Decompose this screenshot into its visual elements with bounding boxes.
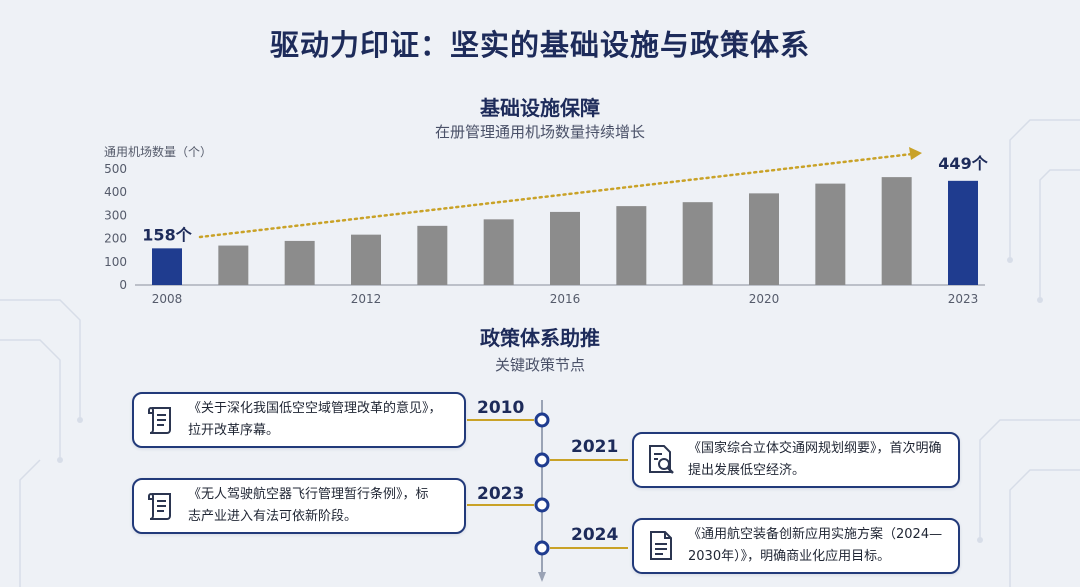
x-tick-label: 2023 — [948, 292, 979, 306]
bar-8 — [682, 202, 713, 285]
policy-callout-2023: 《无人驾驶航空器飞行管理暂行条例》，标 志产业进入有法可依新阶段。 — [132, 478, 466, 534]
y-tick-label: 300 — [104, 208, 127, 222]
data-label-first: 158个 — [142, 225, 192, 244]
policy-section-subtitle: 关键政策节点 — [494, 356, 585, 374]
trend-arrow-head — [909, 147, 922, 160]
y-tick-label: 200 — [104, 232, 127, 246]
y-tick-label: 400 — [104, 185, 127, 199]
bar-7 — [616, 206, 647, 285]
bar-5 — [483, 219, 514, 285]
policy-2021-text-line1: 《国家综合立体交通网规划纲要》，首次明确 — [688, 441, 942, 456]
bar-6 — [550, 211, 580, 285]
policy-2023-text-line2: 志产业进入有法可依新阶段。 — [188, 509, 358, 524]
bar-11 — [881, 177, 912, 285]
policy-section-title: 政策体系助推 — [480, 326, 600, 350]
infra-section-subtitle: 在册管理通用机场数量持续增长 — [434, 123, 645, 141]
bar-1 — [218, 245, 249, 285]
policy-2021-text-line2: 提出发展低空经济。 — [688, 463, 806, 478]
timeline-year-2023: 2023 — [477, 484, 525, 504]
bar-2 — [284, 240, 315, 285]
x-tick-label: 2016 — [550, 292, 581, 306]
policy-2010-text-line2: 拉开改革序幕。 — [188, 423, 280, 438]
bar-4 — [417, 225, 448, 285]
x-tick-label: 2008 — [152, 292, 183, 306]
scroll-icon — [148, 492, 171, 520]
timeline-year-2010: 2010 — [477, 398, 525, 418]
policy-2024-text-line1: 《通用航空装备创新应用实施方案（2024— — [688, 527, 943, 542]
policy-callout-2021: 《国家综合立体交通网规划纲要》，首次明确 提出发展低空经济。 — [632, 432, 960, 488]
document-search-icon — [649, 445, 674, 474]
bar-10 — [815, 183, 846, 285]
y-tick-label: 100 — [104, 255, 127, 269]
timeline-year-2021: 2021 — [571, 437, 619, 457]
bar-0 — [152, 248, 182, 285]
policy-2010-text-line1: 《关于深化我国低空空域管理改革的意见》， — [188, 401, 442, 416]
policy-callout-2024: 《通用航空装备创新应用实施方案（2024— 2030年）》，明确商业化应用目标。 — [632, 518, 960, 574]
policy-2024-text-line2: 2030年）》，明确商业化应用目标。 — [688, 549, 891, 564]
timeline-year-2024: 2024 — [571, 525, 619, 545]
y-tick-label: 0 — [119, 278, 127, 292]
data-label-last: 449个 — [938, 154, 988, 173]
chart-y-axis-label: 通用机场数量（个） — [104, 145, 213, 159]
bar-9 — [749, 193, 779, 285]
scroll-icon — [148, 406, 171, 434]
policy-2023-text-line1: 《无人驾驶航空器飞行管理暂行条例》，标 — [188, 487, 429, 502]
infra-section-title: 基础设施保障 — [480, 96, 600, 120]
policy-callout-2010: 《关于深化我国低空空域管理改革的意见》， 拉开改革序幕。 — [132, 392, 466, 448]
page-title: 驱动力印证：坚实的基础设施与政策体系 — [269, 28, 810, 62]
bar-12 — [948, 180, 978, 285]
trend-arrow-line — [198, 152, 914, 239]
document-icon — [650, 531, 672, 560]
x-tick-label: 2012 — [351, 292, 382, 306]
x-tick-label: 2020 — [749, 292, 780, 306]
bar-3 — [351, 234, 381, 285]
y-tick-label: 500 — [104, 162, 127, 176]
